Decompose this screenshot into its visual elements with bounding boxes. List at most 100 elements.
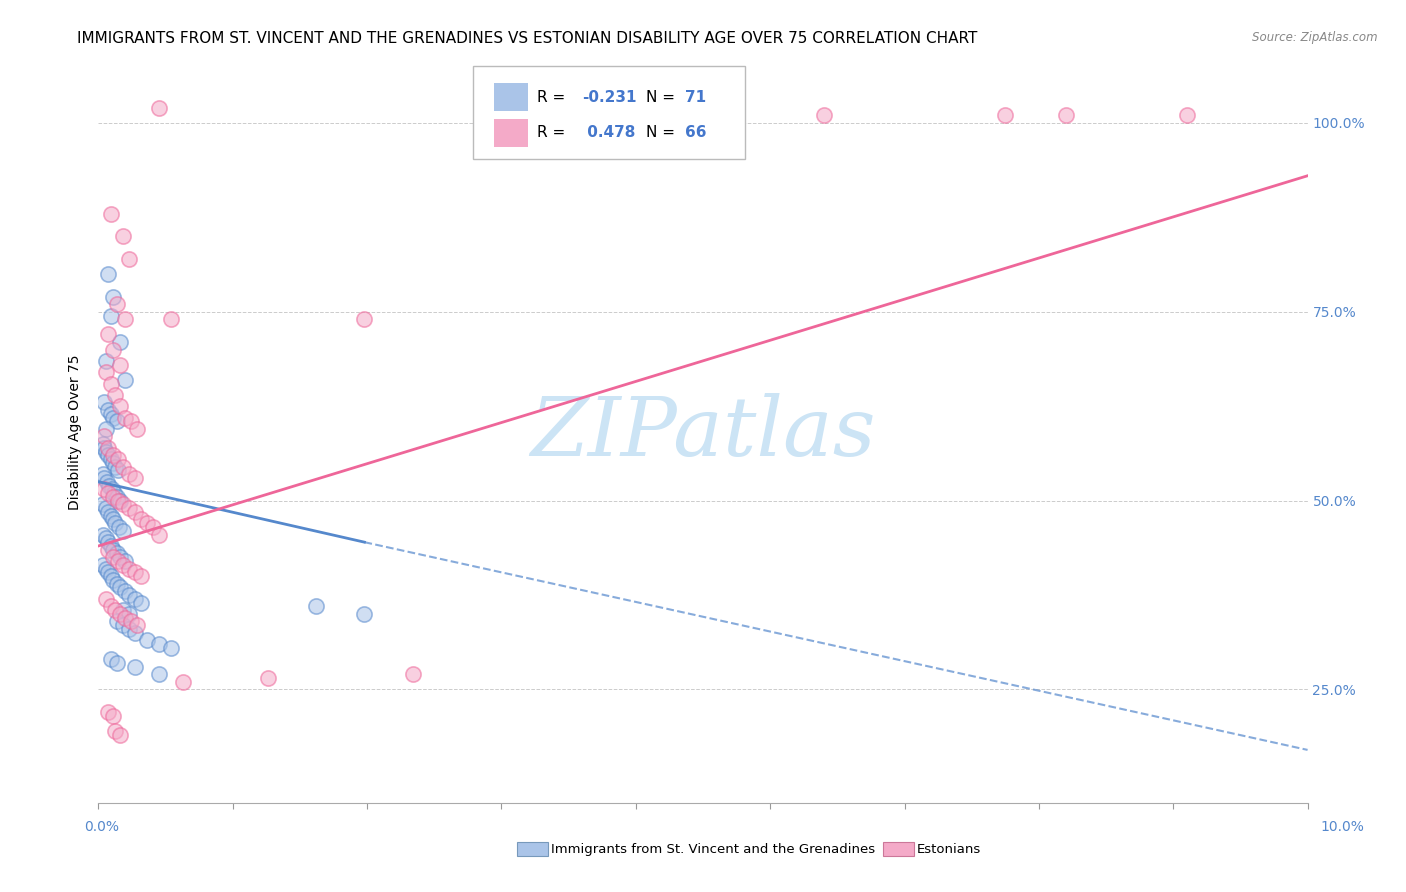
- Point: [93, 471, 115, 485]
- Text: 10.0%: 10.0%: [1320, 820, 1365, 834]
- Point: [93, 483, 115, 497]
- Point: [105, 576, 128, 591]
- Text: 71: 71: [685, 90, 706, 104]
- Point: [94, 365, 117, 379]
- Point: [135, 633, 157, 648]
- Point: [97, 535, 120, 549]
- Point: [127, 422, 149, 436]
- Point: [127, 618, 149, 632]
- Point: [97, 448, 120, 462]
- Point: [148, 667, 170, 681]
- Text: N =: N =: [647, 125, 681, 140]
- Point: [111, 229, 134, 244]
- Point: [114, 373, 136, 387]
- Point: [108, 607, 131, 621]
- Point: [124, 625, 146, 640]
- FancyBboxPatch shape: [474, 66, 745, 159]
- Text: Immigrants from St. Vincent and the Grenadines: Immigrants from St. Vincent and the Gren…: [551, 843, 876, 855]
- Point: [105, 490, 128, 504]
- Text: R =: R =: [537, 125, 571, 140]
- Point: [129, 569, 152, 583]
- Point: [118, 561, 141, 575]
- Text: IMMIGRANTS FROM ST. VINCENT AND THE GRENADINES VS ESTONIAN DISABILITY AGE OVER 7: IMMIGRANTS FROM ST. VINCENT AND THE GREN…: [77, 31, 977, 46]
- Point: [353, 607, 375, 621]
- Point: [101, 512, 124, 526]
- Point: [107, 463, 129, 477]
- Point: [108, 358, 131, 372]
- Point: [101, 550, 124, 565]
- Text: Estonians: Estonians: [917, 843, 981, 855]
- Point: [91, 558, 114, 572]
- Point: [97, 566, 120, 580]
- Point: [94, 561, 117, 575]
- Point: [104, 388, 127, 402]
- Point: [208, 811, 231, 825]
- Text: 0.478: 0.478: [582, 125, 636, 140]
- Point: [101, 410, 124, 425]
- Text: R =: R =: [537, 90, 571, 104]
- Point: [107, 452, 129, 467]
- Point: [100, 407, 122, 421]
- Point: [107, 554, 129, 568]
- Point: [111, 558, 134, 572]
- Point: [124, 591, 146, 606]
- Point: [94, 422, 117, 436]
- Point: [118, 588, 141, 602]
- Point: [105, 297, 128, 311]
- Point: [256, 671, 278, 685]
- Text: N =: N =: [647, 90, 681, 104]
- Point: [114, 610, 136, 624]
- Point: [1054, 108, 1077, 122]
- Point: [100, 206, 122, 220]
- Point: [1175, 108, 1198, 122]
- Point: [91, 437, 114, 451]
- Text: 66: 66: [685, 125, 706, 140]
- Point: [100, 599, 122, 614]
- Point: [118, 467, 141, 482]
- Point: [160, 312, 183, 326]
- Point: [105, 615, 128, 629]
- Point: [692, 112, 714, 127]
- Point: [111, 603, 134, 617]
- Point: [353, 312, 375, 326]
- Point: [124, 505, 146, 519]
- Point: [114, 554, 136, 568]
- Point: [91, 497, 114, 511]
- Point: [111, 459, 134, 474]
- Point: [101, 709, 124, 723]
- Point: [91, 467, 114, 482]
- Text: 0.0%: 0.0%: [84, 820, 118, 834]
- Point: [120, 414, 142, 428]
- Point: [105, 656, 128, 670]
- Point: [108, 334, 131, 349]
- Point: [94, 532, 117, 546]
- Point: [101, 542, 124, 557]
- Point: [94, 444, 117, 458]
- Point: [94, 354, 117, 368]
- Point: [100, 452, 122, 467]
- Point: [118, 252, 141, 266]
- Point: [97, 505, 120, 519]
- Point: [114, 584, 136, 599]
- Point: [101, 456, 124, 470]
- Point: [94, 501, 117, 516]
- Point: [107, 493, 129, 508]
- Point: [100, 483, 122, 497]
- Point: [100, 652, 122, 666]
- Point: [105, 547, 128, 561]
- Point: [108, 581, 131, 595]
- Text: ZIPatlas: ZIPatlas: [530, 392, 876, 473]
- Point: [124, 660, 146, 674]
- Point: [103, 486, 125, 500]
- Point: [120, 615, 142, 629]
- Point: [100, 309, 122, 323]
- Point: [105, 414, 128, 428]
- Point: [93, 395, 115, 409]
- Point: [129, 512, 152, 526]
- Point: [100, 508, 122, 523]
- Point: [108, 520, 131, 534]
- Point: [402, 667, 425, 681]
- Point: [114, 410, 136, 425]
- Point: [142, 520, 165, 534]
- Point: [104, 603, 127, 617]
